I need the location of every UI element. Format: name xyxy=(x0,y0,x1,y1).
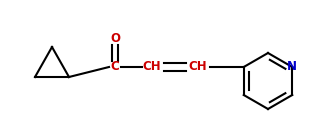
Text: O: O xyxy=(110,33,120,45)
Text: CH: CH xyxy=(143,60,161,74)
Text: N: N xyxy=(287,60,297,74)
Text: C: C xyxy=(110,60,120,74)
Text: CH: CH xyxy=(189,60,207,74)
